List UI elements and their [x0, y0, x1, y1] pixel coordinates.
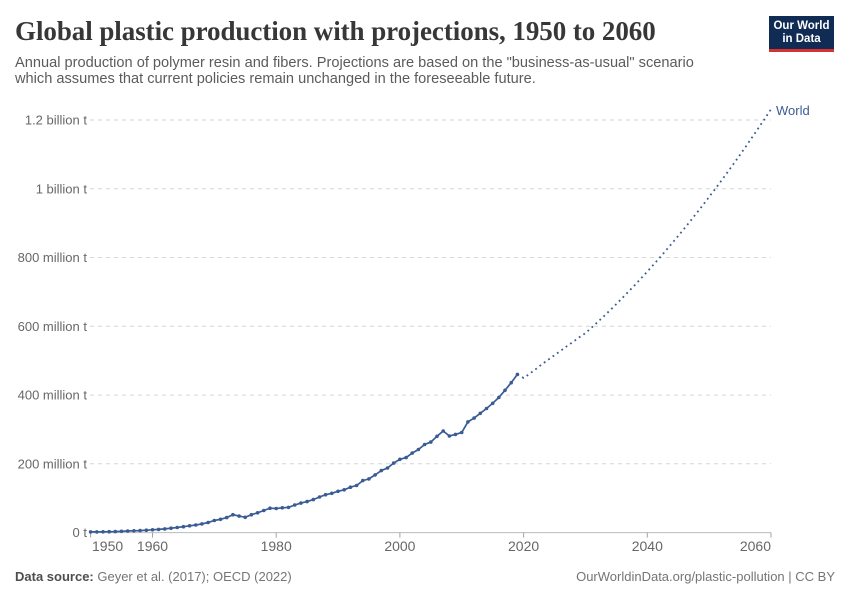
- svg-text:1960: 1960: [137, 538, 168, 554]
- svg-text:1980: 1980: [261, 538, 292, 554]
- svg-text:0 t: 0 t: [73, 525, 88, 540]
- svg-text:World: World: [776, 103, 810, 118]
- svg-text:800 million t: 800 million t: [18, 250, 88, 265]
- svg-text:2040: 2040: [632, 538, 663, 554]
- svg-text:1.2 billion t: 1.2 billion t: [25, 113, 88, 128]
- svg-text:2060: 2060: [740, 538, 771, 554]
- svg-text:400 million t: 400 million t: [18, 388, 88, 403]
- svg-text:1 billion t: 1 billion t: [36, 181, 88, 196]
- svg-text:600 million t: 600 million t: [18, 319, 88, 334]
- svg-text:1950: 1950: [92, 538, 123, 554]
- svg-text:200 million t: 200 million t: [18, 456, 88, 471]
- svg-text:2020: 2020: [508, 538, 539, 554]
- svg-text:2000: 2000: [384, 538, 415, 554]
